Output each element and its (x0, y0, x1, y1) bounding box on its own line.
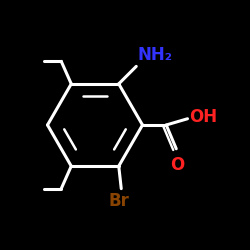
Text: OH: OH (189, 108, 217, 126)
Text: Br: Br (108, 192, 129, 210)
Text: O: O (170, 156, 185, 174)
Text: NH₂: NH₂ (138, 46, 172, 64)
